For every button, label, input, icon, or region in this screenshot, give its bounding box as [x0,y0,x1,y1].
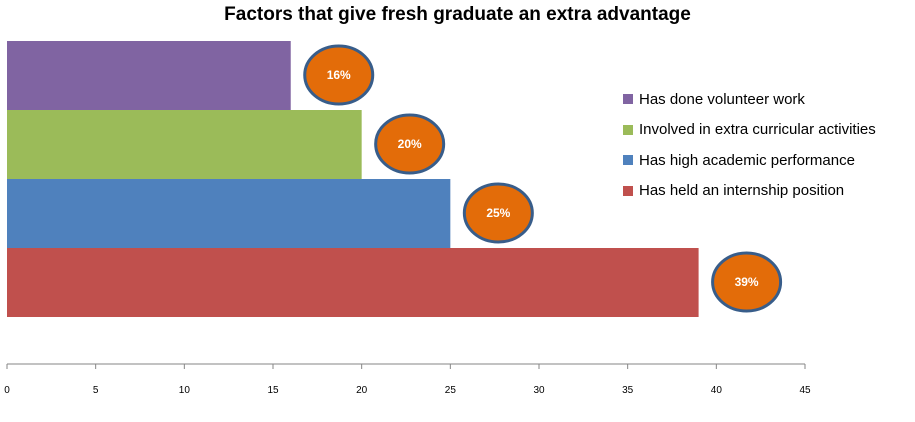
x-tick-label: 25 [445,385,457,396]
data-label-2: 25% [486,206,510,220]
legend-label: Involved in extra curricular activities [639,121,876,139]
legend-swatch [623,94,633,105]
data-label-0: 16% [327,68,351,82]
bar-0 [7,41,291,110]
legend-item: Has done volunteer work [623,84,876,115]
bar-1 [7,110,362,179]
data-label-bubble-3 [711,251,783,313]
x-tick-label: 15 [267,385,279,396]
data-label-bubble-2 [462,182,534,244]
x-tick-label: 5 [93,385,99,396]
legend-item: Involved in extra curricular activities [623,115,876,146]
x-tick-label: 20 [356,385,368,396]
data-label-bubble-1 [374,113,446,175]
data-label-3: 39% [735,275,759,289]
bar-2 [7,179,451,248]
legend-swatch [623,185,633,196]
x-tick-label: 30 [533,385,545,396]
x-tick-label: 40 [711,385,723,396]
x-tick-label: 35 [622,385,634,396]
bar-3 [7,248,699,317]
legend: Has done volunteer work Involved in extra… [623,84,876,206]
legend-label: Has held an internship position [639,182,845,200]
chart-title: Factors that give fresh graduate an extr… [224,4,691,25]
x-tick-label: 0 [4,385,10,396]
legend-item: Has high academic performance [623,145,876,176]
x-tick-label: 45 [799,385,811,396]
legend-label: Has high academic performance [639,151,855,169]
legend-item: Has held an internship position [623,176,876,207]
x-tick-label: 10 [179,385,191,396]
legend-swatch [623,155,633,166]
legend-label: Has done volunteer work [639,90,805,108]
data-label-bubble-0 [303,44,375,106]
legend-swatch [623,124,633,135]
data-label-1: 20% [398,137,422,151]
